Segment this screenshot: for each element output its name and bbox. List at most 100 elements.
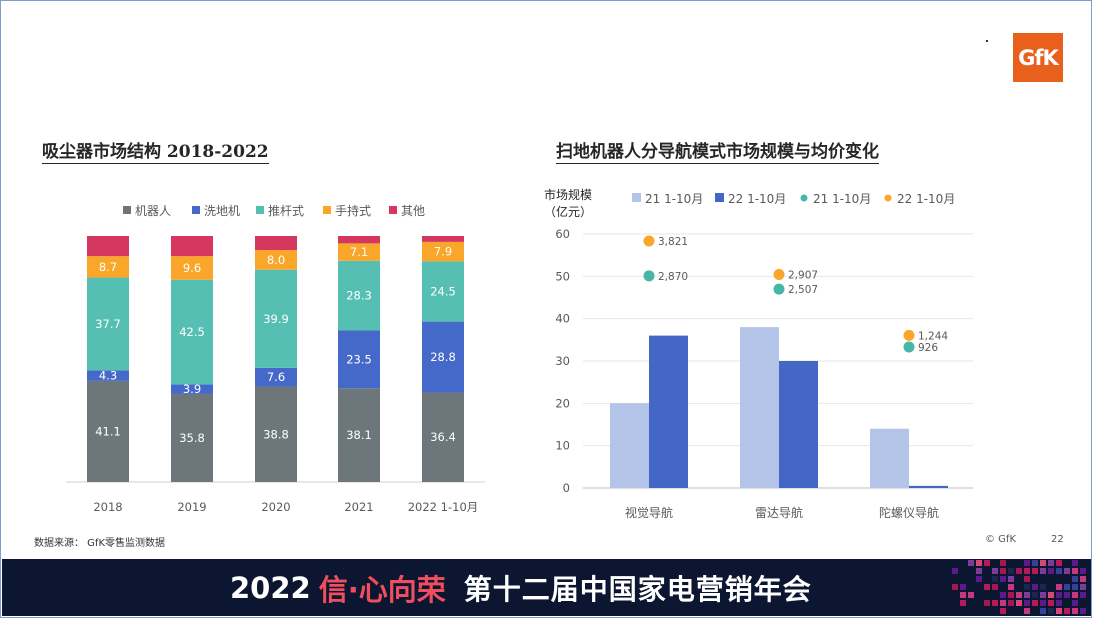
legend-label: 22 1-10月 (897, 192, 955, 206)
data-label: 42.5 (179, 325, 205, 339)
data-label: 28.8 (430, 350, 456, 364)
price-label: 2,507 (788, 284, 818, 296)
legend-swatch (715, 193, 724, 202)
nav-bar-1-2 (909, 485, 948, 488)
chart-title-navigation: 扫地机器人分导航模式市场规模与均价变化 (556, 137, 879, 164)
bar-segment-4-3 (338, 236, 380, 244)
y-tick-label: 50 (555, 269, 570, 283)
copyright-text: © GfK (985, 534, 1017, 545)
data-label: 8.0 (267, 253, 285, 267)
x-tick-label: 2019 (177, 500, 206, 514)
gfk-logo: GfK (1013, 33, 1063, 82)
nav-bar-0-1 (740, 327, 779, 488)
legend-label: 其他 (401, 204, 425, 218)
x-tick-label: 雷达导航 (755, 505, 803, 520)
banner-mosaic-decoration (952, 560, 1086, 614)
data-label: 8.7 (99, 260, 117, 274)
price-label: 2,907 (788, 269, 818, 281)
nav-bar-1-1 (779, 361, 818, 488)
bar-segment-2-0 (87, 277, 129, 371)
page-number: 22 (1051, 534, 1064, 545)
price-dot-0-1 (773, 283, 785, 295)
legend-label: 推杆式 (268, 204, 304, 218)
data-label: 7.9 (434, 245, 452, 259)
bar-segment-1-2 (255, 367, 297, 387)
bar-segment-3-0 (87, 256, 129, 278)
legend-swatch (389, 206, 397, 214)
data-label: 28.3 (346, 289, 372, 303)
price-dot-1-1 (773, 268, 785, 280)
legend-label: 21 1-10月 (645, 192, 703, 206)
data-label: 3.9 (183, 382, 201, 396)
bar-segment-2-4 (422, 261, 464, 322)
x-tick-label: 2020 (261, 500, 290, 514)
price-dot-0-2 (903, 341, 915, 353)
conference-banner: 2022 信·心向荣 第十二届中国家电营销年会 (2, 559, 1091, 616)
bar-segment-1-1 (171, 384, 213, 394)
bar-segment-4-4 (422, 236, 464, 242)
x-tick-label: 2022 1-10月 (408, 500, 479, 514)
legend-swatch (192, 206, 200, 214)
legend-dot (884, 194, 892, 202)
x-tick-label: 2018 (93, 500, 122, 514)
legend-swatch (123, 206, 131, 214)
y-tick-label: 20 (555, 396, 570, 410)
price-dot-1-2 (903, 329, 915, 341)
legend-label: 机器人 (135, 204, 171, 218)
y-tick-label: 40 (555, 312, 570, 326)
data-label: 39.9 (263, 312, 289, 326)
data-label: 9.6 (183, 261, 201, 275)
nav-bar-1-0 (649, 335, 688, 488)
data-label: 36.4 (430, 430, 456, 444)
nav-bar-0-0 (610, 403, 649, 488)
y-axis-label: 市场规模 (544, 187, 592, 202)
bar-segment-4-0 (87, 236, 129, 257)
bar-segment-3-2 (255, 250, 297, 270)
bar-segment-0-0 (87, 380, 129, 482)
bar-segment-2-2 (255, 269, 297, 368)
legend-label: 21 1-10月 (813, 192, 871, 206)
bar-segment-0-3 (338, 388, 380, 482)
y-tick-label: 60 (555, 227, 570, 241)
navigation-bar-chart: 0 10 20 30 40 50 60 市场规模 （亿元） 视觉导航 雷达导航 陀螺仪导航 2,870 2… (544, 187, 973, 520)
data-label: 38.8 (263, 427, 289, 441)
price-label: 2,870 (658, 271, 688, 283)
data-label: 7.6 (267, 370, 285, 384)
bar-segment-0-4 (422, 392, 464, 482)
bar-segment-3-4 (422, 241, 464, 262)
x-tick-label: 视觉导航 (625, 505, 673, 520)
x-tick-label: 陀螺仪导航 (879, 505, 939, 520)
bar-segment-1-3 (338, 330, 380, 389)
y-tick-label: 0 (563, 481, 570, 495)
data-label: 38.1 (346, 428, 372, 442)
y-axis-label-unit: （亿元） (544, 204, 592, 219)
bar-segment-3-1 (171, 256, 213, 280)
data-label: 4.3 (99, 369, 117, 383)
legend-label: 洗地机 (204, 204, 240, 218)
price-label: 926 (918, 342, 938, 354)
bar-segment-4-2 (255, 236, 297, 251)
bar-segment-2-3 (338, 260, 380, 331)
price-dot-1-0 (643, 235, 655, 247)
data-label: 35.8 (179, 431, 205, 445)
decorative-dot (986, 40, 988, 42)
y-tick-label: 30 (555, 354, 570, 368)
bar-segment-1-4 (422, 321, 464, 393)
legend-swatch (632, 193, 641, 202)
banner-slogan: 信·心向荣 (318, 573, 446, 607)
data-label: 23.5 (346, 352, 372, 366)
data-label: 24.5 (430, 284, 456, 298)
data-source-note: 数据来源： GfK零售监测数据 (34, 538, 166, 549)
legend-label: 手持式 (335, 203, 371, 218)
bar-segment-0-1 (171, 393, 213, 482)
price-dot-0-0 (643, 270, 655, 282)
stacked-bar-chart: 41.1 4.3 37.7 8.7 2018 35.8 3.9 42.5 9.6 2019 38.8… (66, 203, 485, 514)
bar-segment-4-1 (171, 236, 213, 257)
x-tick-label: 2021 (344, 500, 373, 514)
price-label: 1,244 (918, 330, 948, 342)
price-label: 3,821 (658, 236, 688, 248)
chart-title-vacuum-structure: 吸尘器市场结构 2018-2022 (42, 137, 269, 164)
data-label: 37.7 (95, 317, 121, 331)
bar-segment-0-2 (255, 386, 297, 482)
